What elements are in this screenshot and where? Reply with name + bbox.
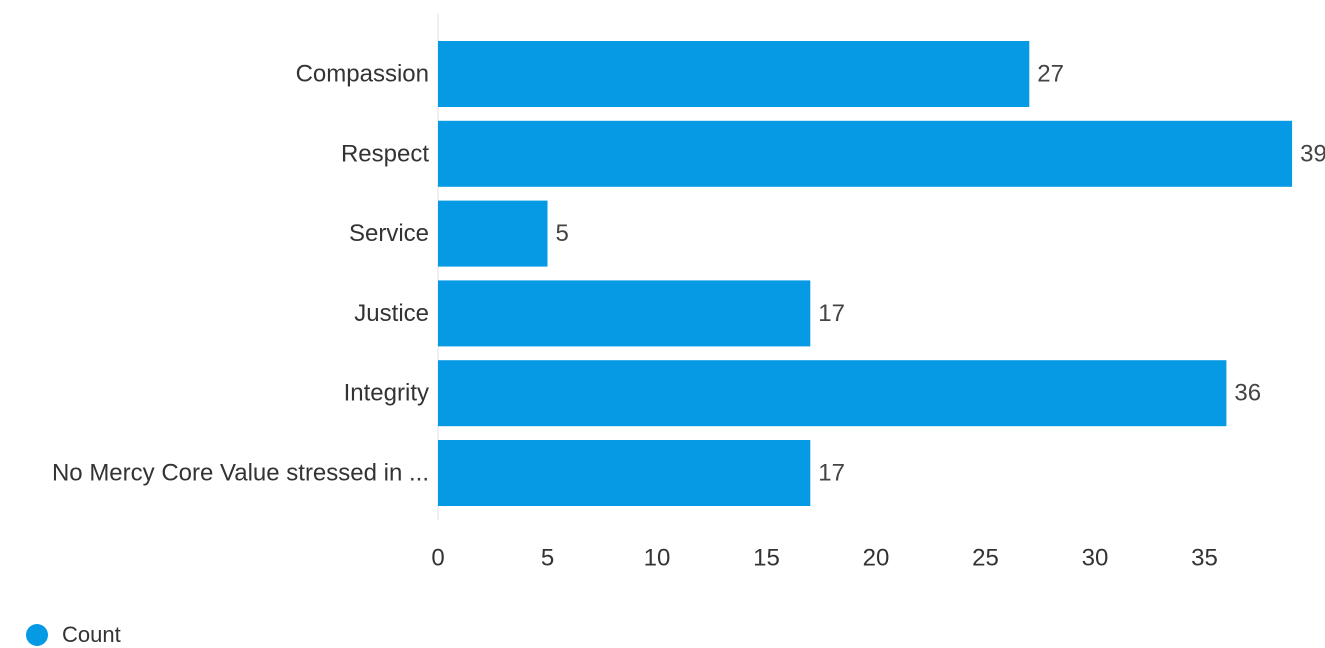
x-tick-label: 20 bbox=[863, 545, 890, 572]
category-label: Respect bbox=[341, 140, 429, 167]
bar-respect[interactable] bbox=[438, 121, 1292, 187]
category-label: Justice bbox=[354, 300, 429, 327]
x-tick-label: 25 bbox=[972, 545, 999, 572]
bar-compassion[interactable] bbox=[438, 41, 1029, 107]
bar-value-label: 27 bbox=[1037, 61, 1064, 88]
x-tick-label: 10 bbox=[644, 545, 671, 572]
category-label: Compassion bbox=[296, 61, 429, 88]
x-tick-label: 5 bbox=[541, 545, 554, 572]
x-tick-label: 15 bbox=[753, 545, 780, 572]
bar-value-label: 36 bbox=[1234, 380, 1261, 407]
category-label: No Mercy Core Value stressed in ... bbox=[52, 460, 429, 487]
category-label: Integrity bbox=[344, 380, 429, 407]
x-tick-label: 0 bbox=[431, 545, 444, 572]
bar-service[interactable] bbox=[438, 201, 548, 267]
category-labels-group: Compassion Respect Service Justice Integrity… bbox=[52, 61, 429, 487]
bars-group bbox=[438, 41, 1292, 506]
x-tick-labels-group: 0 5 10 15 20 25 30 35 bbox=[431, 545, 1218, 572]
bar-value-label: 17 bbox=[818, 300, 845, 327]
legend-label: Count bbox=[62, 622, 121, 648]
bar-value-label: 5 bbox=[556, 220, 569, 247]
bar-value-label: 39 bbox=[1300, 140, 1325, 167]
category-label: Service bbox=[349, 220, 429, 247]
bar-no-mercy-core-value-stressed-in[interactable] bbox=[438, 440, 810, 506]
x-tick-label: 35 bbox=[1191, 545, 1218, 572]
x-tick-label: 30 bbox=[1082, 545, 1109, 572]
bar-justice[interactable] bbox=[438, 280, 810, 346]
legend-marker bbox=[26, 624, 48, 646]
legend[interactable]: Count bbox=[26, 622, 121, 648]
bar-value-label: 17 bbox=[818, 460, 845, 487]
bar-integrity[interactable] bbox=[438, 360, 1226, 426]
